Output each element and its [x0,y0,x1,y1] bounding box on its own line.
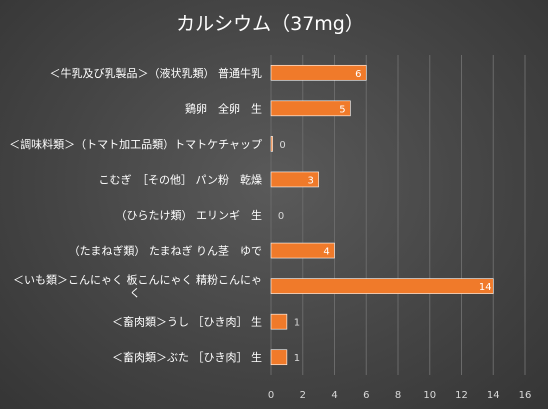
bar [270,100,351,117]
x-tick-label: 0 [268,390,274,401]
category-label: ＜牛乳及び乳製品＞（液状乳類） 普通牛乳 [50,66,263,80]
x-tick-label: 8 [395,390,401,401]
x-tick-label: 12 [455,390,468,401]
data-label: 6 [355,69,361,80]
bars: 6 5 0 3 0 4 14 1 1 [270,64,494,366]
category-label: ＜畜肉類＞ぶた ［ひき肉］ 生 [112,350,262,364]
x-tick-label: 2 [300,390,306,401]
bar [270,278,494,294]
data-label: 0 [278,211,284,222]
data-label: 1 [294,318,300,329]
category-label: 鶏卵 全卵 生 [185,101,262,115]
data-label: 1 [294,353,300,364]
x-tick-label: 14 [487,390,500,401]
data-label: 5 [339,104,345,115]
bar [270,313,288,330]
x-tick-label: 4 [331,390,337,401]
chart-title: カルシウム（37mg） [176,13,364,35]
category-label: ＜調味料類＞（トマト加工品類）トマトケチャップ [9,137,262,151]
category-label: ＜畜肉類＞うし ［ひき肉］ 生 [112,315,262,329]
category-label: （ひらたけ類） エリンギ 生 [116,208,263,222]
data-label: 4 [323,247,329,258]
data-label: 3 [307,175,313,186]
category-label: く [130,287,141,300]
x-tick-label: 6 [363,390,369,401]
data-label: 0 [279,140,285,151]
category-label: ＜いも類＞こんにゃく 板こんにゃく 精粉こんにゃ [13,273,262,287]
bar [270,242,335,259]
data-label: 14 [479,282,492,293]
x-tick-label: 16 [519,390,532,401]
category-label: （たまねぎ類） たまねぎ りん茎 ゆで [69,244,262,258]
bar [270,349,288,366]
category-label: こむぎ ［その他］ パン粉 乾燥 [98,172,262,186]
x-axis-tick-labels: 0 2 4 6 8 10 12 14 16 [268,390,532,401]
x-tick-label: 10 [423,390,436,401]
bar [270,171,319,188]
bar [270,136,273,152]
bar [270,64,367,81]
